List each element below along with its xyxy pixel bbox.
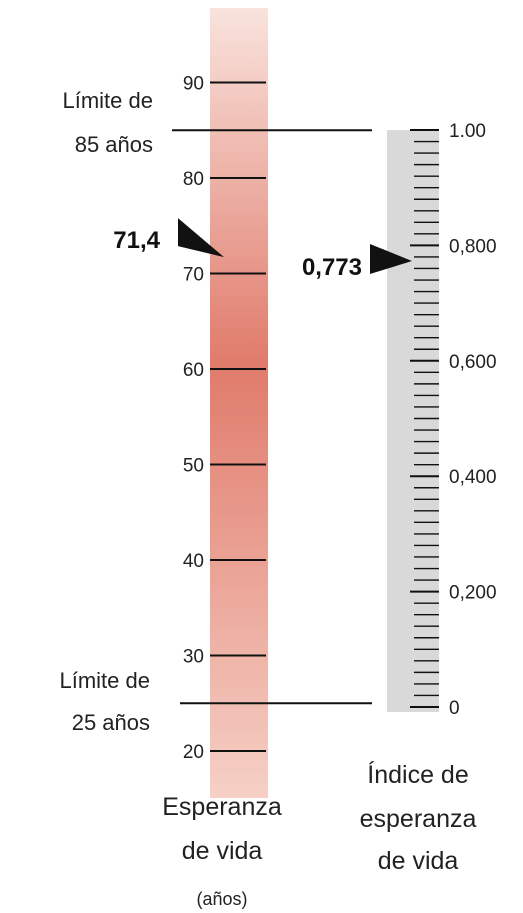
life-expectancy-scale: 20 30 40 50 60 70 80 90 [183, 8, 268, 798]
life-expectancy-arrow-icon [178, 218, 224, 258]
index-tick-label: 1.00 [449, 121, 486, 142]
lower-limit-label-line2: 25 años [72, 710, 150, 735]
index-ticks: 0 0,200 0,400 0,600 0,800 1.00 [410, 121, 497, 719]
life-expectancy-tick-label: 70 [183, 265, 204, 286]
life-expectancy-tick-label: 40 [183, 551, 204, 572]
life-expectancy-tick-label: 80 [183, 169, 204, 190]
life-expectancy-caption-line1: Esperanza [162, 793, 282, 821]
index-tick-label: 0,400 [449, 467, 497, 488]
upper-limit-label-line1: Límite de [63, 88, 154, 113]
life-expectancy-tick-label: 90 [183, 74, 204, 95]
index-tick-label: 0,800 [449, 236, 497, 257]
index-tick-label: 0,600 [449, 352, 497, 373]
life-expectancy-tick-label: 30 [183, 647, 204, 668]
index-caption-line1: Índice de [367, 760, 468, 789]
index-bar [387, 130, 439, 712]
life-expectancy-bar [210, 8, 268, 798]
index-tick-label: 0,200 [449, 583, 497, 604]
life-expectancy-units: (años) [196, 889, 247, 909]
life-expectancy-tick-label: 50 [183, 456, 204, 477]
life-expectancy-tick-label: 60 [183, 360, 204, 381]
life-expectancy-value-label: 71,4 [113, 227, 160, 254]
index-caption-line2: esperanza [360, 805, 477, 833]
index-arrow-icon [370, 243, 412, 274]
lower-limit-label-line1: Límite de [60, 668, 151, 693]
index-value-label: 0,773 [302, 254, 362, 281]
index-tick-label: 0 [449, 698, 460, 719]
upper-limit-label-line2: 85 años [75, 132, 153, 157]
life-expectancy-caption-line2: de vida [182, 837, 263, 865]
life-expectancy-ticks: 20 30 40 50 60 70 80 90 [183, 74, 266, 763]
index-scale: 0 0,200 0,400 0,600 0,800 1.00 [387, 121, 497, 719]
index-caption-line3: de vida [378, 847, 459, 875]
life-expectancy-tick-label: 20 [183, 742, 204, 763]
